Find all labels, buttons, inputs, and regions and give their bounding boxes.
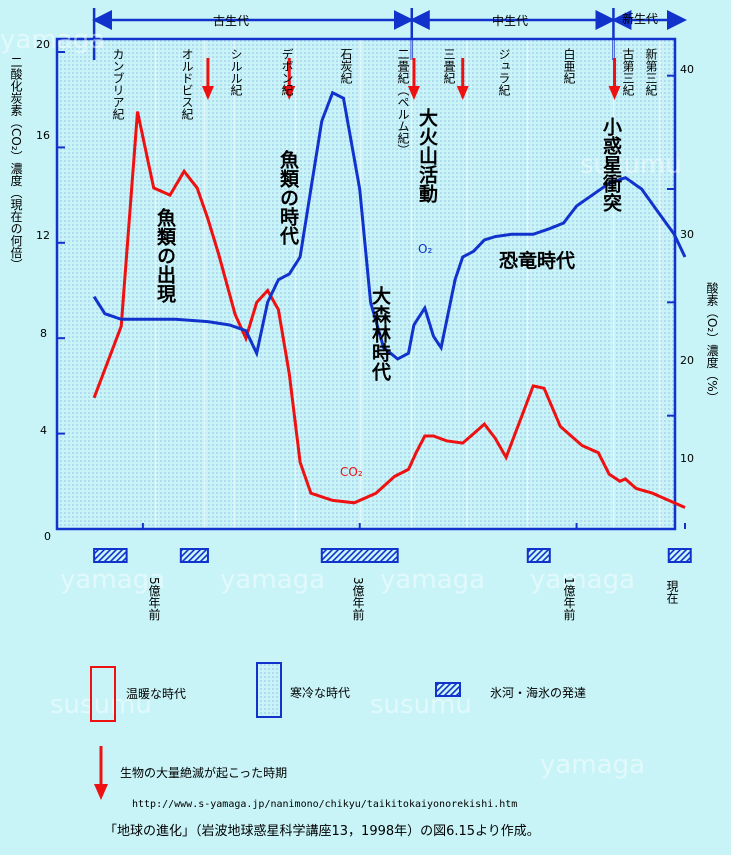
left-tick-label: 16 <box>36 129 50 142</box>
plot-frame <box>55 37 677 531</box>
extinction-arrow <box>201 58 214 100</box>
left-tick-label: 20 <box>36 38 50 51</box>
extinction-arrow <box>283 58 296 100</box>
co2-series-line <box>92 111 686 509</box>
left-tick-label: 8 <box>40 327 47 340</box>
right-tick-label: 30 <box>680 228 694 241</box>
legend-extinction-label: 生物の大量絶滅が起こった時期 <box>120 766 288 780</box>
right-tick-label: 40 <box>680 63 694 76</box>
time-tick-label: 3億年前 <box>351 577 365 621</box>
watermark: susumu <box>50 690 152 720</box>
annotation-fish-appear: 魚類の出現 <box>153 208 176 303</box>
glacier-period-bar <box>93 548 128 563</box>
legend-warm-swatch <box>90 666 116 722</box>
extinction-arrow <box>456 58 469 100</box>
extinction-arrow <box>608 58 621 100</box>
period-label: シルル紀 <box>229 48 243 96</box>
period-label: ジュラ紀 <box>497 48 511 96</box>
legend-cold-fill <box>258 664 280 716</box>
annotation-volcano: 大火山活動 <box>415 108 438 203</box>
watermark: yamaga <box>380 565 486 595</box>
o2-series-line <box>92 90 687 361</box>
watermark: yamaga <box>530 565 636 595</box>
glacier-period-bar <box>320 548 399 563</box>
left-tick-label: 4 <box>40 424 47 437</box>
annotation-dino-age: 恐竜時代 <box>499 250 576 272</box>
legend-glacier-label: 氷河・海氷の発達 <box>490 686 587 700</box>
legend-extinction-arrow <box>94 746 108 800</box>
legend-cold-label: 寒冷な時代 <box>290 686 351 700</box>
watermark: yamaga <box>60 565 166 595</box>
period-label: デボン紀 <box>280 48 294 96</box>
legend-cold-swatch <box>256 662 282 718</box>
period-label: オルドビス紀 <box>180 48 194 120</box>
right-tick-label: 10 <box>680 452 694 465</box>
glacier-period-bar <box>667 548 692 563</box>
era-paleozoic: 古生代 <box>213 14 250 28</box>
annotation-forest-age: 大森林時代 <box>368 286 391 381</box>
time-tick-label: 1億年前 <box>562 577 576 621</box>
period-label: 白亜紀 <box>562 48 576 84</box>
time-tick-label: 5億年前 <box>147 577 161 621</box>
source-url[interactable]: http://www.s-yamaga.jp/nanimono/chikyu/t… <box>132 799 518 810</box>
period-label: カンブリア紀 <box>111 48 125 120</box>
o2-series-label: O₂ <box>418 242 433 256</box>
glacier-period-bar <box>179 548 209 563</box>
period-label: 三畳紀 <box>442 48 456 84</box>
period-label: 石炭紀 <box>339 48 353 84</box>
period-label: 古第三紀 <box>621 48 635 96</box>
cold-period-region <box>57 39 675 529</box>
watermark: yamaga <box>0 25 106 55</box>
watermark: susumu <box>370 690 472 720</box>
co2-series-label: CO₂ <box>340 465 363 479</box>
legend-warm-label: 温暖な時代 <box>126 687 187 701</box>
left-axis-label: 二酸化炭素（CO₂）濃度（現在の何倍） <box>9 56 23 271</box>
legend-glacier-swatch <box>435 682 461 697</box>
left-tick-label: 12 <box>36 229 50 242</box>
watermark: susumu <box>580 150 682 180</box>
era-mesozoic: 中生代 <box>492 14 529 28</box>
source-citation: 「地球の進化」（岩波地球惑星科学講座13，1998年）の図6.15より作成。 <box>104 824 540 839</box>
period-label: 二畳紀（ペルム紀） <box>396 48 410 156</box>
annotation-asteroid: 小惑星衝突 <box>599 117 622 212</box>
watermark: yamaga <box>540 750 646 780</box>
right-tick-label: 20 <box>680 354 694 367</box>
right-axis-label: 酸素（O₂）濃度（%） <box>705 282 719 404</box>
period-label: 新第三紀 <box>644 48 658 96</box>
glacier-period-bar <box>526 548 551 563</box>
annotation-fish-age: 魚類の時代 <box>276 150 299 245</box>
left-tick-label: 0 <box>44 530 51 543</box>
extinction-arrow <box>407 58 420 100</box>
watermark: yamaga <box>220 565 326 595</box>
time-tick-label: 現在 <box>665 580 679 604</box>
era-cenozoic: 新生代 <box>622 12 659 26</box>
